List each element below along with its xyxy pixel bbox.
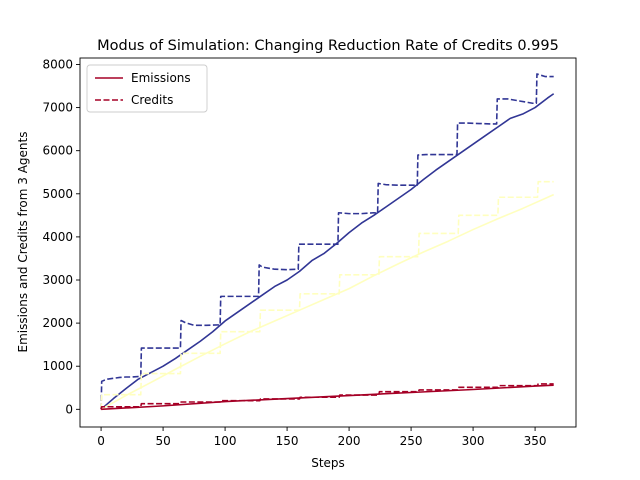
plot-frame [79, 57, 577, 428]
y-tick-label: 8000 [42, 57, 73, 71]
legend-label-emissions: Emissions [131, 71, 191, 85]
legend: Emissions Credits [86, 64, 208, 113]
x-tick-label: 50 [155, 434, 170, 448]
series-credits-agent-3-line [100, 383, 554, 410]
plot-lines [100, 73, 555, 411]
series-credits-agent-2-line [100, 180, 554, 410]
x-tick-label: 0 [97, 434, 105, 448]
legend-label-credits: Credits [131, 93, 173, 107]
y-tick-label: 1000 [42, 359, 73, 373]
y-tick-label: 6000 [42, 144, 73, 158]
y-tick-label: 0 [65, 402, 73, 416]
x-tick-label: 300 [462, 434, 485, 448]
series-credits-agent-1-line [100, 73, 554, 410]
series-emissions-agent-2-line [100, 193, 555, 411]
y-tick-label: 7000 [42, 101, 73, 115]
x-tick-label: 150 [276, 434, 299, 448]
x-tick-label: 350 [524, 434, 547, 448]
y-tick-label: 4000 [42, 230, 73, 244]
series-emissions-agent-1-line [100, 93, 555, 410]
y-tick-label: 3000 [42, 273, 73, 287]
x-axis-label: Steps [311, 456, 345, 470]
y-tick-label: 2000 [42, 316, 73, 330]
axes: 0 50 100 150 200 250 300 350 0 1000 2000 3000 4000 50… [42, 57, 577, 448]
x-tick-label: 100 [214, 434, 237, 448]
x-tick-label: 200 [338, 434, 361, 448]
x-tick-label: 250 [400, 434, 423, 448]
chart-title: Modus of Simulation: Changing Reduction … [97, 38, 559, 54]
y-tick-label: 5000 [42, 187, 73, 201]
y-axis-label: Emissions and Credits from 3 Agents [16, 132, 30, 353]
